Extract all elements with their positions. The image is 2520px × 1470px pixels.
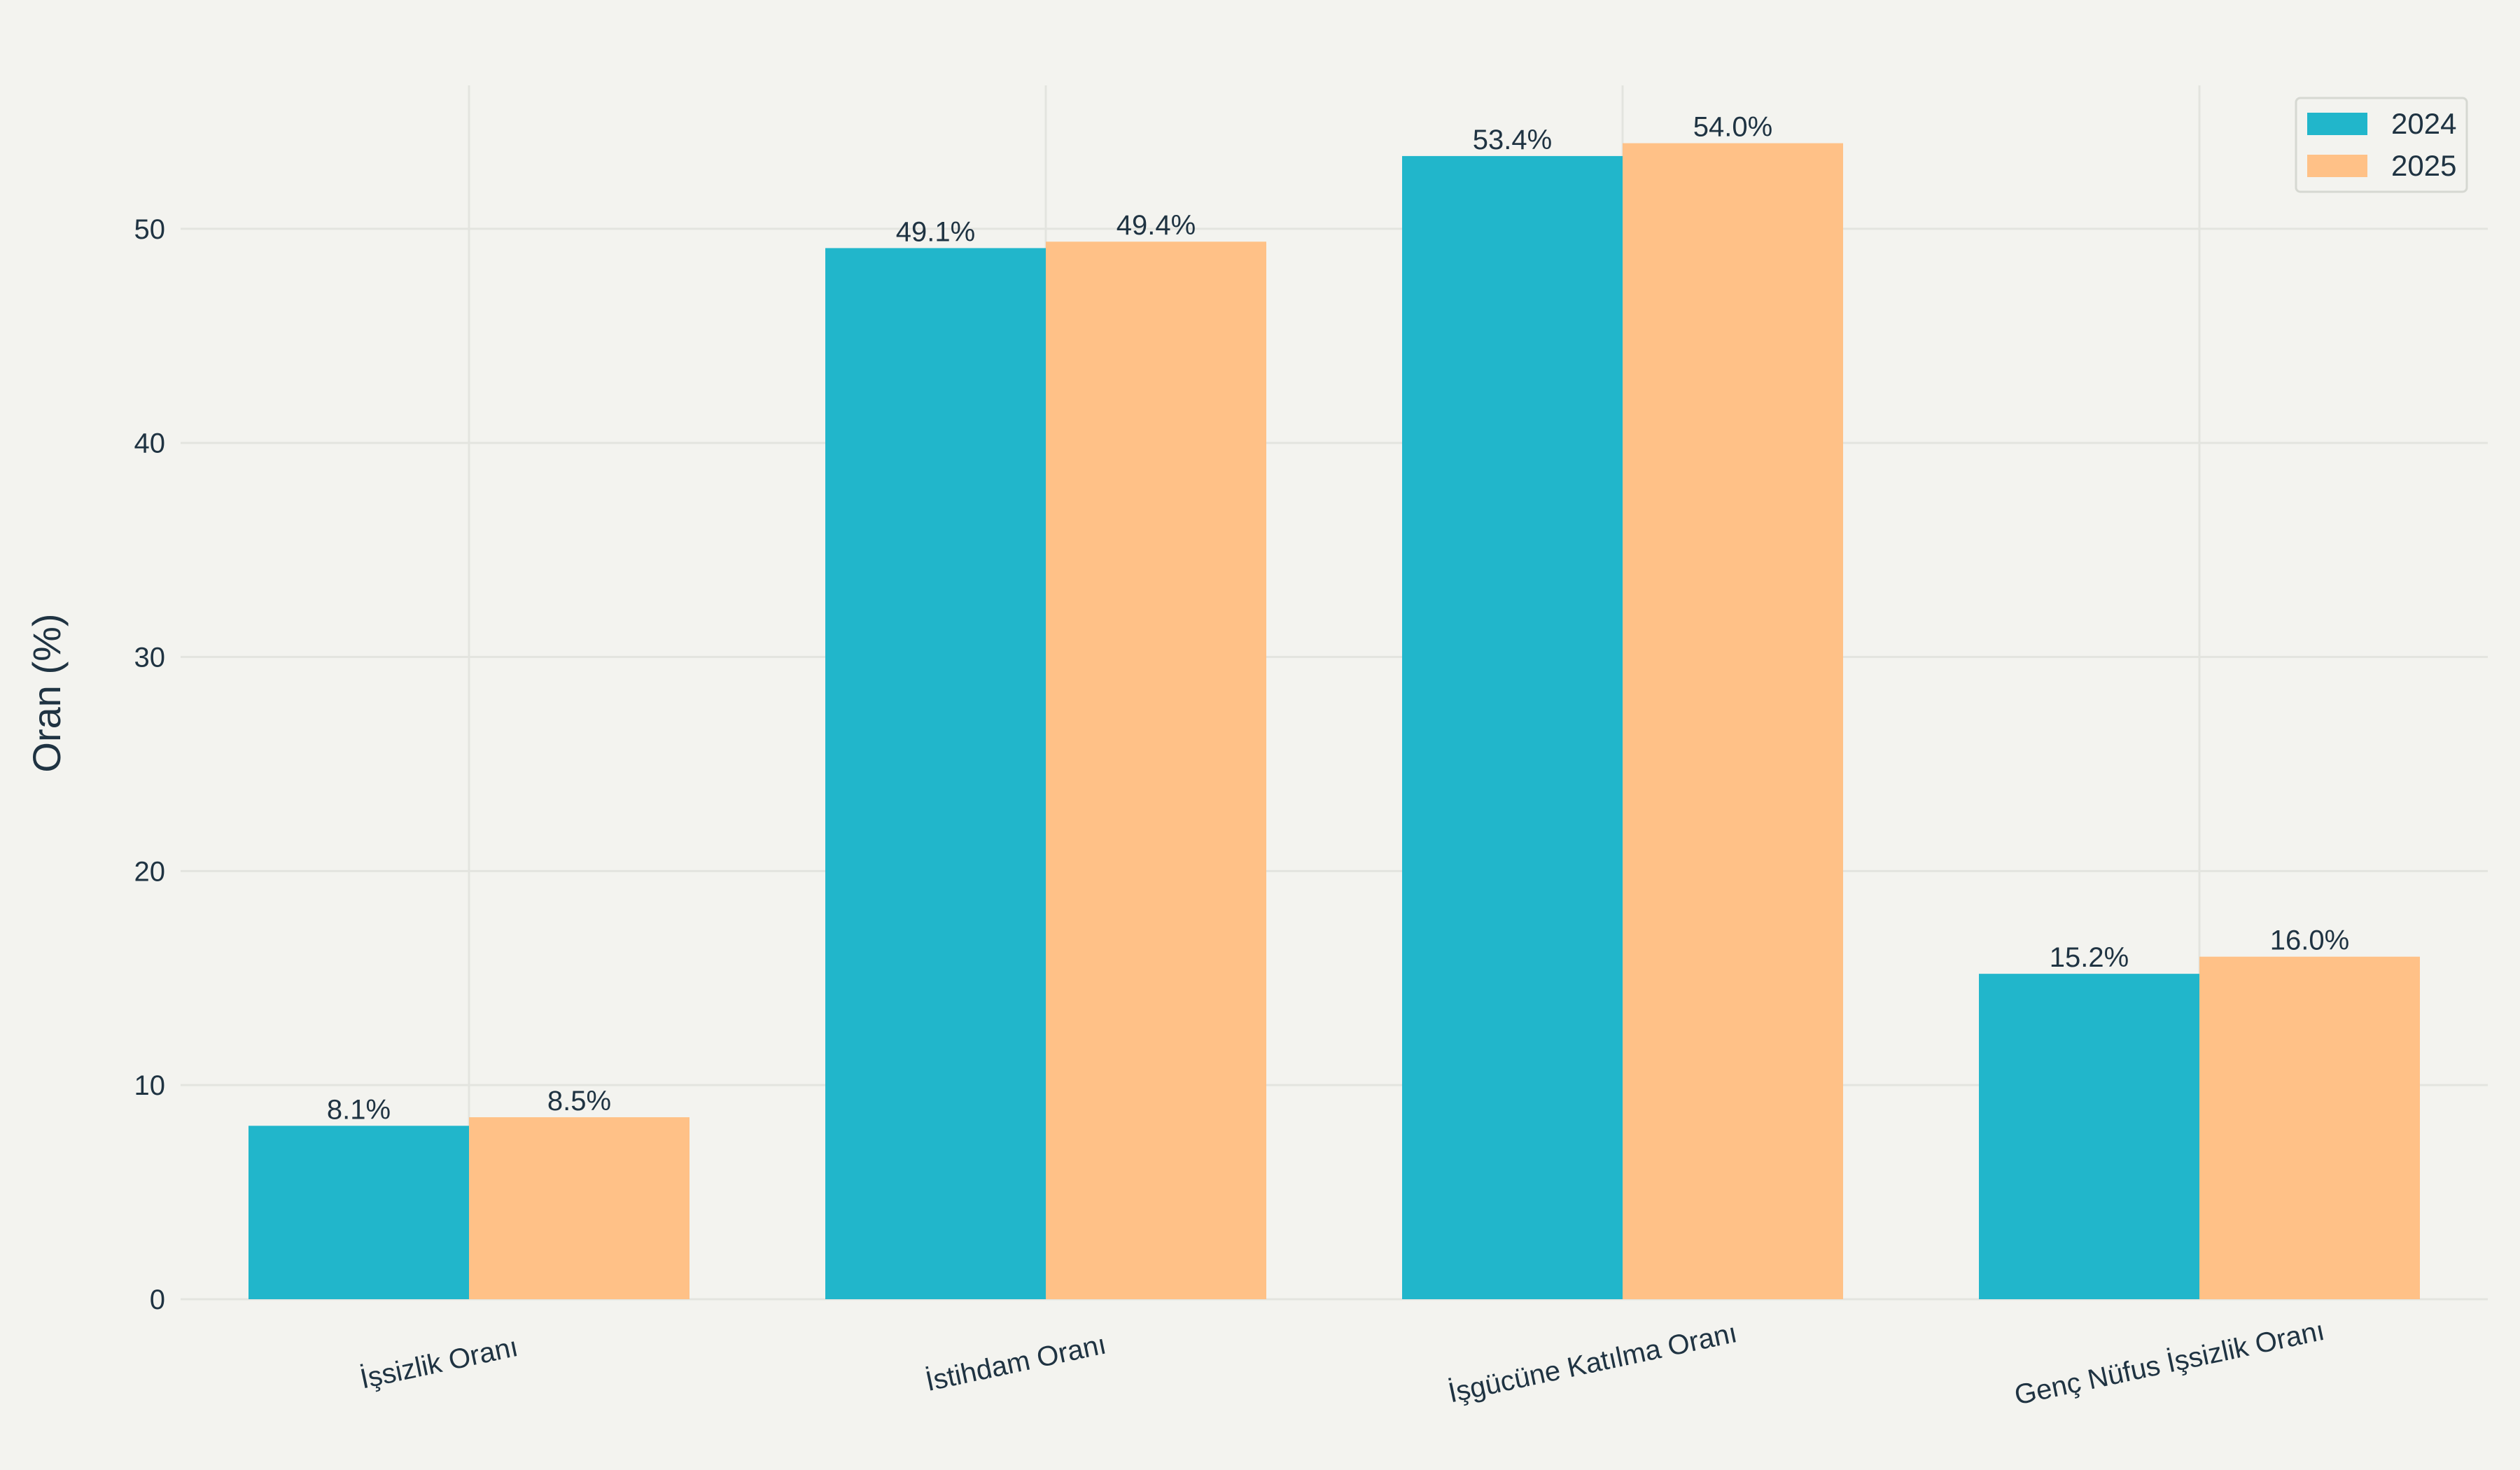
bar-2024-2 <box>825 248 1046 1299</box>
y-axis-ticks: 0 10 20 30 40 50 <box>134 214 166 1315</box>
data-label-2025-4: 16.0% <box>2270 925 2349 956</box>
bar-2025-2 <box>1046 241 1266 1300</box>
y-tick-label-0: 0 <box>150 1284 165 1315</box>
legend-label-2025: 2025 <box>2391 149 2456 182</box>
bar-2024-4 <box>1979 974 2199 1299</box>
bar-2024-1 <box>248 1126 469 1299</box>
data-label-2025-2: 49.4% <box>1116 210 1196 241</box>
legend: 2024 2025 <box>2295 97 2468 193</box>
bar-2025-3 <box>1623 143 1843 1300</box>
y-tick-label-40: 40 <box>134 428 166 459</box>
legend-label-2024: 2024 <box>2391 107 2456 140</box>
y-axis-title: Oran (%) <box>24 613 69 772</box>
bar-2024-3 <box>1402 155 1623 1299</box>
data-labels: 8.1% 49.1% 53.4% 15.2% 8.5% 49.4% 54.0% 16.0% <box>327 112 2349 1126</box>
y-tick-label-20: 20 <box>134 856 166 887</box>
bars <box>248 143 2420 1300</box>
legend-swatch-2024 <box>2307 113 2367 135</box>
data-label-2024-4: 15.2% <box>2050 942 2129 973</box>
legend-swatch-2025 <box>2307 155 2367 177</box>
y-tick-label-50: 50 <box>134 214 166 245</box>
data-label-2025-3: 54.0% <box>1693 112 1772 143</box>
data-label-2025-1: 8.5% <box>547 1086 611 1116</box>
data-label-2024-1: 8.1% <box>327 1094 391 1125</box>
y-tick-label-10: 10 <box>134 1070 166 1101</box>
data-label-2024-2: 49.1% <box>896 216 975 247</box>
data-label-2024-3: 53.4% <box>1473 125 1552 155</box>
y-tick-label-30: 30 <box>134 643 166 673</box>
bar-2025-1 <box>469 1117 690 1299</box>
bar-2025-4 <box>2199 956 2420 1299</box>
